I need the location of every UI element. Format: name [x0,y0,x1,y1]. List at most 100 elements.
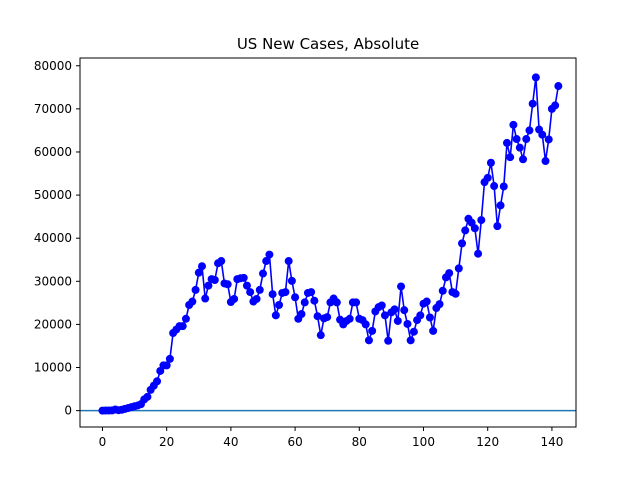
data-point [271,311,280,320]
data-point [165,354,174,363]
x-tick-label: 20 [159,435,174,449]
data-point [551,101,560,110]
data-point [287,276,296,285]
data-point [300,298,309,307]
data-point [397,282,406,291]
y-tick-label: 20000 [34,317,72,331]
data-point [252,294,261,303]
data-point [345,314,354,323]
data-point [297,310,306,319]
data-point [230,294,239,303]
y-tick-label: 70000 [34,102,72,116]
data-point [474,249,483,258]
chart-title: US New Cases, Absolute [237,35,419,53]
data-point [153,377,162,386]
x-axis: 0 20 40 60 80 100 120 140 [99,427,563,449]
data-point [162,361,171,370]
data-point [554,82,563,91]
x-tick-label: 120 [476,435,499,449]
data-point [268,290,277,299]
y-tick-label: 50000 [34,188,72,202]
data-point [512,135,521,144]
x-tick-label: 80 [352,435,367,449]
y-tick-label: 30000 [34,274,72,288]
data-point [181,314,190,323]
data-point [188,297,197,306]
data-point [416,311,425,320]
data-point [242,281,251,290]
data-point [406,336,415,345]
plot-area-frame [79,57,577,428]
data-point [429,326,438,335]
data-point [538,130,547,139]
data-point [255,285,264,294]
x-tick-label: 40 [223,435,238,449]
y-axis: 0 10000 20000 30000 40000 50000 60000 70000 8000… [34,59,80,418]
data-point [316,331,325,340]
data-point [470,224,479,233]
data-point [531,73,540,82]
data-point [519,155,528,164]
data-point [522,135,531,144]
data-point [461,226,470,235]
data-point [323,313,332,322]
x-tick-label: 60 [287,435,302,449]
x-tick-label: 100 [412,435,435,449]
data-point [445,269,454,278]
y-tick-label: 0 [64,404,72,418]
data-point [400,306,409,315]
data-point [493,222,502,231]
data-point [217,257,226,266]
data-point [204,281,213,290]
data-point [435,300,444,309]
data-point [486,158,495,167]
y-tick-label: 60000 [34,145,72,159]
data-point [509,120,518,129]
x-tick-label: 140 [540,435,563,449]
data-point [194,268,203,277]
data-point [258,269,267,278]
data-point [490,182,499,191]
data-point [403,319,412,328]
data-point [223,280,232,289]
data-point [409,327,418,336]
data-point [438,286,447,295]
data-point [291,293,300,302]
data-point [368,326,377,335]
data-point [477,216,486,225]
data-point [384,336,393,345]
data-point [361,320,370,329]
data-point [525,126,534,135]
x-tick-label: 0 [99,435,107,449]
data-point [275,301,284,310]
data-point [265,250,274,259]
data-point [390,305,399,314]
data-point [454,264,463,273]
data-point [544,135,553,144]
data-point [310,296,319,305]
data-point [239,273,248,282]
data-point [262,257,271,266]
data-point [377,301,386,310]
data-point [422,297,431,306]
data-point [393,316,402,325]
data-point [313,312,322,321]
data-point [352,298,361,307]
data-point [332,298,341,307]
data-point [425,313,434,322]
data-point [496,201,505,210]
data-point [191,285,200,294]
data-point [502,138,511,147]
data-point [284,257,293,266]
y-tick-label: 40000 [34,231,72,245]
data-point [246,288,255,297]
data-point [197,262,206,271]
y-tick-label: 80000 [34,59,72,73]
data-point [178,322,187,331]
y-tick-label: 10000 [34,361,72,375]
data-point [281,288,290,297]
data-point [364,336,373,345]
data-point [210,276,219,284]
